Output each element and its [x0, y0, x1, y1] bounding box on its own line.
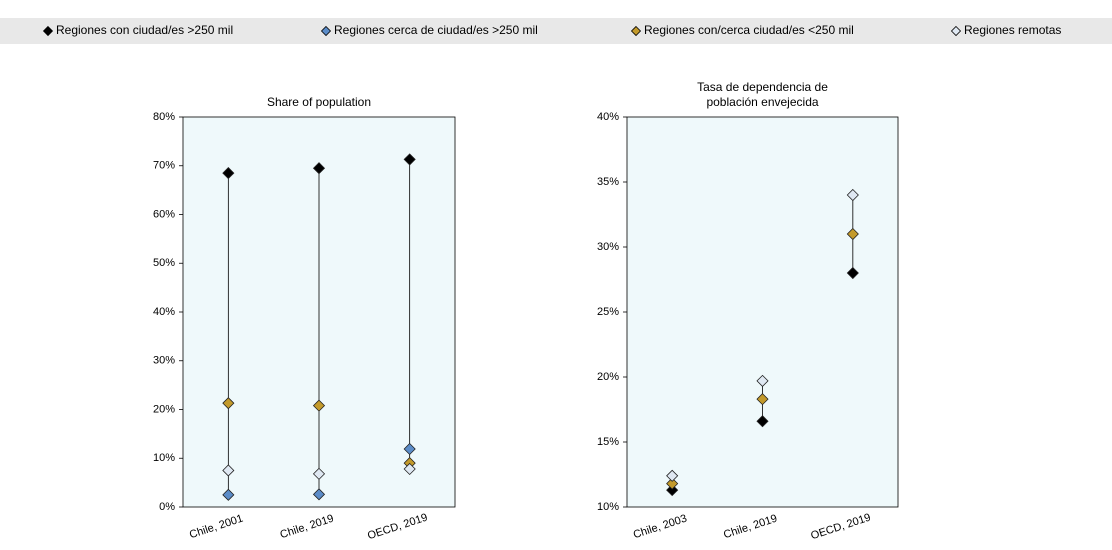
y-tick-label: 25% — [597, 306, 619, 318]
x-tick-label: Chile, 2003 — [632, 513, 689, 542]
dot-marker — [222, 464, 235, 477]
chart-title: población envejecida — [706, 95, 818, 109]
dot-marker — [222, 488, 235, 501]
dot-marker — [846, 227, 859, 241]
legend-label: Regiones remotas — [964, 23, 1061, 37]
dot-marker — [312, 399, 326, 412]
dot-marker — [666, 469, 679, 482]
legend-marker — [950, 25, 962, 37]
y-tick-label: 35% — [597, 176, 619, 188]
dot-marker — [666, 477, 679, 490]
dot-marker — [312, 467, 326, 480]
x-tick-label: Chile, 2019 — [722, 513, 779, 542]
dot-marker — [403, 462, 416, 476]
x-tick-label: OECD, 2019 — [809, 512, 872, 543]
legend-label: Regiones con/cerca ciudad/es <250 mil — [644, 23, 854, 37]
dot-marker — [846, 188, 859, 202]
dot-marker — [666, 484, 679, 497]
chart-title: Tasa de dependencia de — [697, 80, 828, 94]
y-tick-label: 40% — [153, 306, 175, 318]
chart-title: Share of population — [267, 95, 371, 109]
x-tick-label: Chile, 2019 — [279, 513, 336, 542]
y-tick-label: 70% — [153, 160, 175, 172]
legend-marker — [630, 25, 642, 37]
x-tick-label: Chile, 2001 — [188, 513, 245, 542]
dot-marker — [222, 397, 235, 410]
y-tick-label: 20% — [153, 403, 175, 415]
y-tick-label: 30% — [597, 241, 619, 253]
y-tick-label: 50% — [153, 257, 175, 269]
legend-band — [0, 18, 1112, 44]
y-tick-label: 10% — [153, 452, 175, 464]
y-tick-label: 10% — [597, 501, 619, 513]
y-tick-label: 20% — [597, 371, 619, 383]
dot-marker — [756, 415, 769, 428]
legend-marker — [42, 25, 54, 37]
y-tick-label: 15% — [597, 436, 619, 448]
dot-marker — [403, 442, 416, 456]
y-tick-label: 80% — [153, 111, 175, 123]
dot-marker — [312, 488, 326, 501]
x-tick-label: OECD, 2019 — [366, 512, 429, 543]
dot-marker — [846, 266, 859, 280]
dot-marker — [756, 393, 769, 406]
y-tick-label: 0% — [159, 501, 175, 513]
y-tick-label: 60% — [153, 208, 175, 220]
plot-area — [626, 116, 899, 508]
y-tick-label: 30% — [153, 355, 175, 367]
dot-marker — [222, 166, 235, 180]
dot-marker — [756, 374, 769, 387]
legend-marker — [320, 25, 332, 37]
dot-marker — [403, 153, 416, 166]
dot-marker — [312, 162, 326, 175]
legend-label: Regiones cerca de ciudad/es >250 mil — [334, 23, 538, 37]
legend-label: Regiones con ciudad/es >250 mil — [56, 23, 233, 37]
y-tick-label: 40% — [597, 111, 619, 123]
